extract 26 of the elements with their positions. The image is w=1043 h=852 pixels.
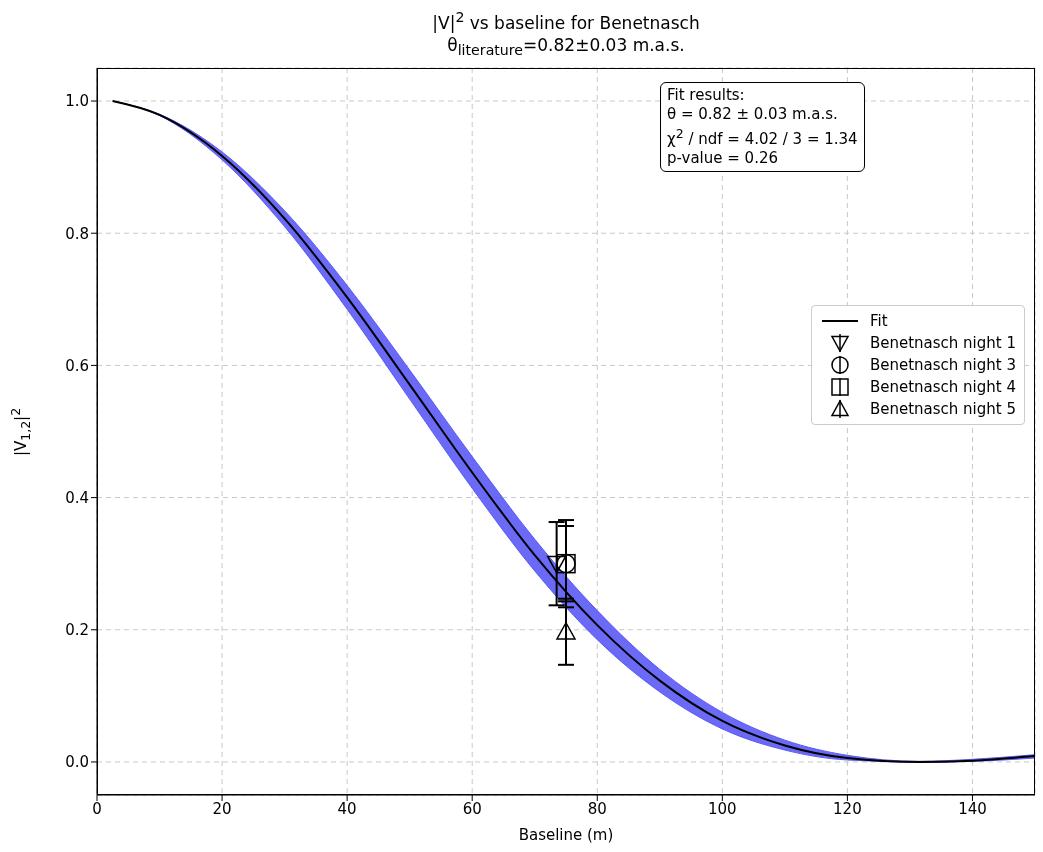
- annotation: Fit results:: [667, 86, 746, 105]
- x-tick-label: 140: [958, 799, 987, 818]
- y-tick-label: 0.8: [65, 224, 89, 243]
- y-tick-label: 0.2: [65, 621, 89, 640]
- chart-title: |V|$^{2}$ vs baseline for Benetnasch: [431, 8, 701, 34]
- x-tick-label: 0: [92, 799, 102, 818]
- x-tick-label: 120: [833, 799, 862, 818]
- x-tick-label: 20: [212, 799, 232, 818]
- chart-subtitle: θ$_{literature}$=0.82±0.03 m.a.s.: [446, 33, 686, 61]
- legend-label: Benetnasch night 3: [869, 356, 1016, 374]
- legend-label: Fit: [869, 312, 888, 330]
- x-tick-label: 60: [462, 799, 482, 818]
- y-tick-label: 1.0: [65, 92, 89, 111]
- annotation: θ = 0.82 ± 0.03 m.a.s.: [667, 105, 839, 124]
- x-tick-label: 40: [337, 799, 357, 818]
- x-tick-label: 100: [708, 799, 737, 818]
- legend-label: Benetnasch night 4: [869, 378, 1016, 396]
- y-tick-label: 0.4: [65, 488, 89, 507]
- annotation: χ$^{2}$ / ndf = 4.02 / 3 = 1.34: [667, 125, 858, 149]
- x-axis-title: Baseline (m): [518, 826, 614, 844]
- y-tick-label: 0.0: [65, 753, 89, 772]
- legend-label: Benetnasch night 1: [869, 334, 1016, 352]
- legend-label: Benetnasch night 5: [869, 400, 1016, 418]
- y-tick-label: 0.6: [65, 356, 89, 375]
- annotation: p-value = 0.26: [667, 149, 779, 168]
- x-tick-label: 80: [587, 799, 607, 818]
